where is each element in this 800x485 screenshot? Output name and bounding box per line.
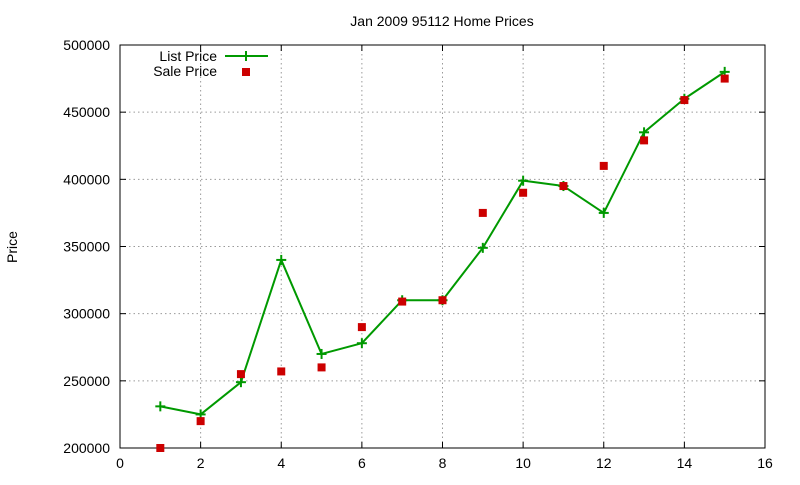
data-point-sale-price: [236, 370, 245, 379]
data-point-sale-price: [559, 182, 568, 191]
data-point-sale-price: [680, 96, 689, 105]
data-point-sale-price: [277, 367, 286, 376]
tick-layer: 0 2 4 6 8 10 12 14 16 200000 250000 300000 350000 400…: [63, 37, 773, 471]
data-point-list-price: [477, 242, 488, 253]
y-axis-label: Price: [4, 231, 20, 263]
y-tick-label: 500000: [63, 37, 110, 53]
y-tick-label: 300000: [63, 306, 110, 322]
y-tick-label: 400000: [63, 171, 110, 187]
data-point-sale-price: [640, 136, 649, 145]
legend: List Price Sale Price: [153, 48, 268, 79]
series-layer: [155, 66, 730, 452]
data-point-sale-price: [196, 417, 205, 426]
data-point-list-price: [235, 377, 246, 388]
legend-marker-sale-price: [242, 68, 250, 76]
y-tick-label: 250000: [63, 373, 110, 389]
data-point-list-price: [316, 348, 327, 359]
data-point-sale-price: [599, 161, 608, 170]
y-tick-label: 350000: [63, 239, 110, 255]
data-point-list-price: [598, 207, 609, 218]
data-point-list-price: [518, 175, 529, 186]
legend-label-list-price: List Price: [159, 48, 217, 64]
x-tick-label: 8: [439, 455, 447, 471]
data-point-list-price: [276, 254, 287, 265]
x-tick-label: 6: [358, 455, 366, 471]
data-point-sale-price: [357, 323, 366, 332]
data-point-sale-price: [519, 188, 528, 197]
x-tick-label: 4: [277, 455, 285, 471]
x-tick-label: 16: [757, 455, 773, 471]
data-point-sale-price: [317, 363, 326, 372]
data-point-list-price: [356, 338, 367, 349]
legend-label-sale-price: Sale Price: [153, 63, 217, 79]
data-point-list-price: [639, 127, 650, 138]
x-tick-label: 2: [197, 455, 205, 471]
data-point-list-price: [155, 401, 166, 412]
x-tick-label: 10: [515, 455, 531, 471]
data-point-sale-price: [478, 208, 487, 217]
y-tick-label: 450000: [63, 104, 110, 120]
data-point-sale-price: [438, 296, 447, 305]
x-tick-label: 12: [596, 455, 612, 471]
legend-marker-list-price: [241, 51, 251, 61]
data-point-sale-price: [156, 444, 165, 452]
x-tick-label: 14: [677, 455, 693, 471]
data-point-sale-price: [720, 74, 729, 83]
chart-title: Jan 2009 95112 Home Prices: [350, 13, 533, 29]
grid-layer: [120, 45, 765, 448]
x-tick-label: 0: [116, 455, 124, 471]
data-point-sale-price: [398, 297, 407, 306]
y-tick-label: 200000: [63, 440, 110, 456]
